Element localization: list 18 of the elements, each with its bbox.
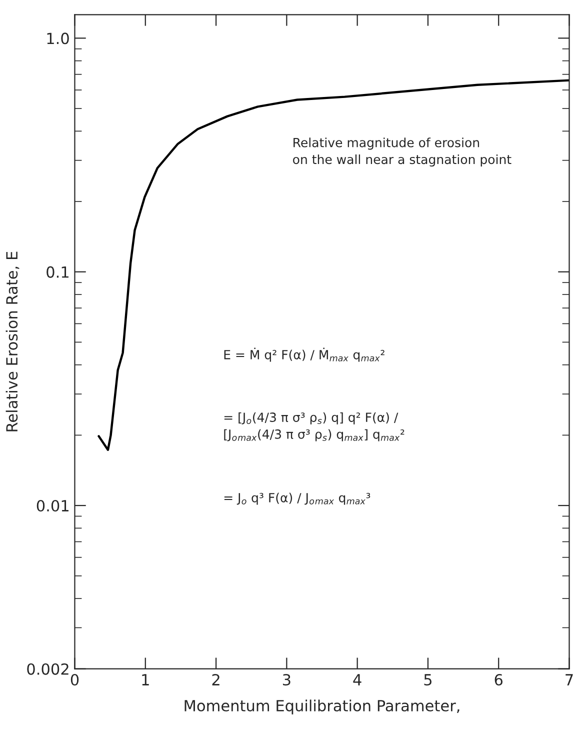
annotation: E = Ṁ q² F(α) / Ṁ$_{max}$ q$_{max}$² [224,348,384,362]
y-axis-title: Relative Erosion Rate, E [6,252,20,432]
annotation: = J$_{o}$ q³ F(α) / J$_{omax}$ q$_{max}$³ [224,492,370,505]
x-axis-title: Momentum Equilibration Parameter, [184,700,460,714]
annotation: Relative magnitude of erosion on the wall near a stagnation point [293,138,512,167]
x-tick-label: 3 [282,674,290,686]
x-tick-label: 7 [566,674,573,686]
x-tick-label: 2 [212,674,220,686]
y-tick-label: 0.002 [27,663,68,675]
text: = [J$_{o}$(4/3 π σ³ ρ$_{s}$) q] q² F(α) / [J$_{omax}$(4/3 π σ³ ρ$_{s}$) q$_{max}$] q$_{max}$² [224,412,404,442]
y-tick-label: 0.1 [46,266,68,278]
x-tick-label: 6 [494,674,503,686]
x-tick-label: 4 [353,674,362,686]
x-tick-label: 0 [70,674,79,686]
y-tick-label: 0.01 [36,500,68,512]
x-tick-label: 1 [142,674,149,686]
y-tick-label: 1.0 [47,32,69,44]
x-tick-label: 5 [424,674,432,686]
